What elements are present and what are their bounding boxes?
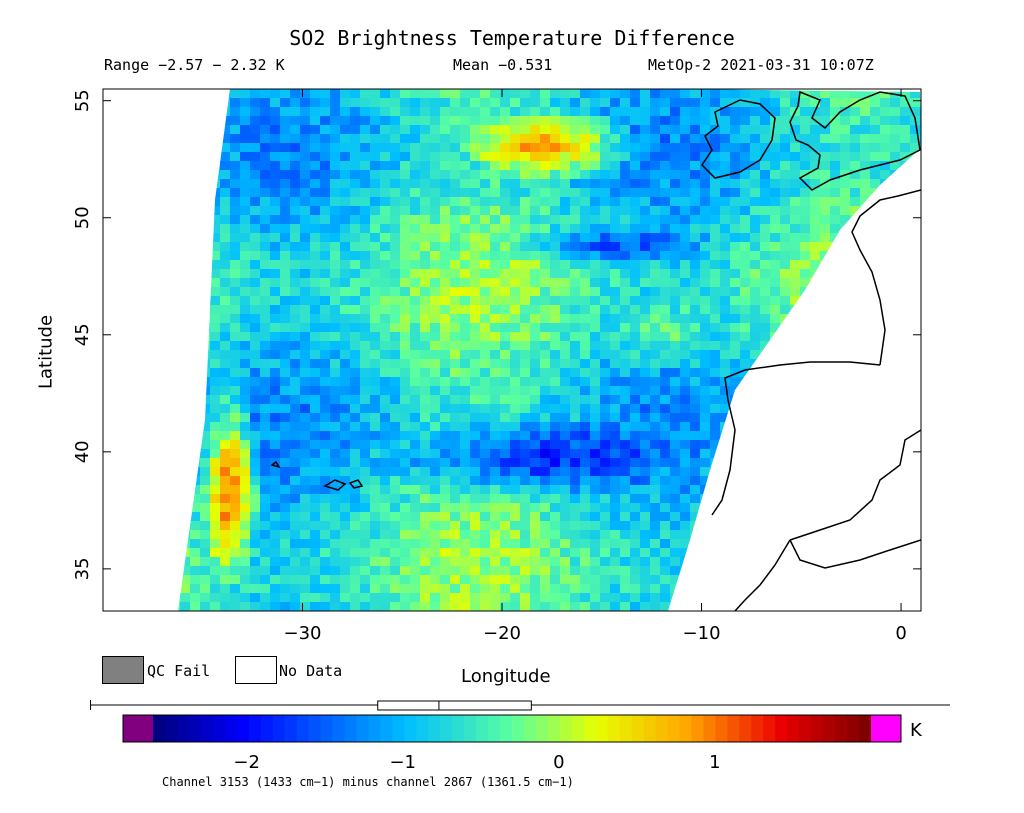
y-tick-label: 40 — [72, 440, 93, 463]
coastline-azores-1 — [323, 479, 347, 491]
no-data-swatch — [235, 656, 277, 684]
coastline-france — [851, 189, 921, 366]
range-text: Range −2.57 − 2.32 K — [104, 56, 285, 74]
mean-text: Mean −0.531 — [453, 56, 553, 74]
x-tick-label: −20 — [483, 623, 521, 644]
channel-caption: Channel 3153 (1433 cm−1) minus channel 2… — [162, 775, 574, 789]
coastline-azores-3 — [270, 460, 281, 469]
qc-fail-swatch — [102, 656, 144, 684]
swath-field — [178, 89, 921, 611]
x-tick-label: −10 — [683, 623, 721, 644]
y-axis: 35 40 45 50 55 — [72, 89, 921, 580]
source-text: MetOp-2 2021-03-31 10:07Z — [648, 56, 874, 74]
y-tick-label: 35 — [72, 557, 93, 580]
x-axis-label: Longitude — [461, 666, 551, 687]
no-data-label: No Data — [279, 662, 343, 680]
y-tick-label: 45 — [72, 323, 93, 346]
coastline-africa — [789, 539, 921, 569]
coastline-layer — [270, 90, 921, 611]
x-axis: −30 −20 −10 0 — [284, 89, 907, 644]
coastline-spain-south — [789, 429, 921, 541]
coastline-britain — [789, 90, 921, 191]
x-tick-label: −30 — [284, 623, 322, 644]
coastline-morocco — [734, 539, 791, 611]
coastline-azores-2 — [348, 479, 364, 489]
qc-fail-label: QC Fail — [147, 662, 211, 680]
y-tick-label: 50 — [72, 206, 93, 229]
plot-title: SO2 Brightness Temperature Difference — [289, 26, 735, 50]
colorbar-unit: K — [910, 720, 922, 741]
y-axis-label: Latitude — [35, 314, 57, 390]
x-tick-label: 0 — [895, 623, 906, 644]
y-tick-label: 55 — [72, 89, 93, 112]
coastline-iberia — [711, 361, 881, 516]
coastline-ireland — [701, 99, 776, 179]
plot-frame — [102, 88, 922, 612]
